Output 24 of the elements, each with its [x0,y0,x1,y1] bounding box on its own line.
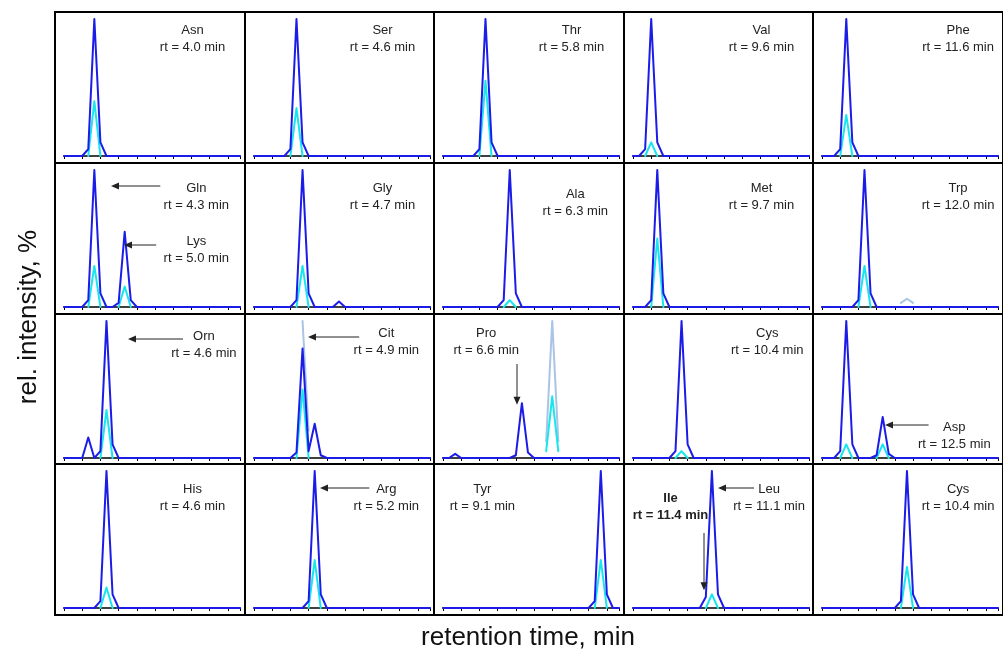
annotation: Arg rt = 5.2 min [353,481,419,514]
y-axis-title: rel. intensity, % [11,229,43,405]
annotation: Phe rt = 11.6 min [922,21,995,54]
annotation: Pro rt = 6.6 min [453,324,520,357]
annotation: Ser rt = 4.6 min [349,21,415,54]
annotation: Thr rt = 5.8 min [539,21,605,54]
annotation: His rt = 4.6 min [159,481,226,514]
annotation: Ile rt = 11.4 min [632,490,709,523]
annotation: Asp rt = 12.5 min [918,418,991,451]
annotation: Trp rt = 12.0 min [922,179,995,212]
annotation: Cys rt = 10.4 min [922,481,995,514]
annotation: Tyr rt = 9.1 min [449,481,516,514]
annotation: Gln rt = 4.3 min [163,179,229,212]
annotation: Asn rt = 4.0 min [159,21,226,54]
annotation: Val rt = 9.6 min [728,21,794,54]
annotation: Cys rt = 10.4 min [730,324,804,357]
annotation: Ala rt = 6.3 min [542,185,609,218]
annotation: Leu rt = 11.1 min [733,481,805,514]
annotation: Lys rt = 5.0 min [163,232,229,265]
annotation: Cit rt = 4.9 min [353,324,419,357]
annotation: Gly rt = 4.7 min [349,179,415,212]
annotation: Orn rt = 4.6 min [171,327,237,360]
annotation: Met rt = 9.7 min [728,179,794,212]
x-axis-title: retention time, min [421,620,635,652]
